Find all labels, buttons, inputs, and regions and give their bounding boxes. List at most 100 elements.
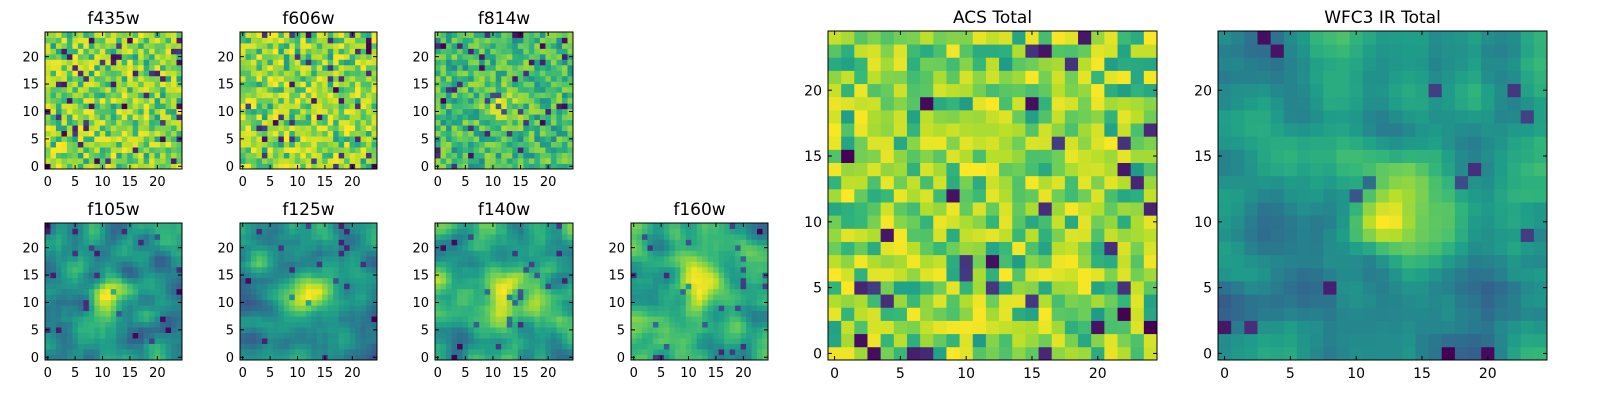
heatmap-cell — [729, 327, 736, 333]
heatmap-cell — [1078, 267, 1092, 282]
heatmap-cell — [72, 86, 79, 93]
heatmap-cell — [556, 92, 563, 99]
heatmap-cell — [462, 261, 469, 268]
heatmap-cell — [83, 147, 90, 153]
heatmap-cell — [691, 327, 698, 333]
heatmap-cell — [289, 125, 296, 132]
heatmap-cell — [250, 321, 257, 328]
heatmap-cell — [523, 349, 530, 355]
heatmap-cell — [267, 119, 274, 126]
heatmap-cell — [539, 250, 546, 257]
heatmap-cell — [355, 266, 361, 273]
heatmap-cell — [121, 239, 128, 246]
heatmap-cell — [680, 327, 687, 333]
heatmap-cell — [289, 163, 296, 170]
heatmap-cell — [240, 288, 246, 295]
heatmap-cell — [517, 53, 524, 60]
heatmap-cell — [294, 92, 301, 99]
heatmap-cell — [116, 244, 123, 251]
heatmap-cell — [631, 283, 637, 290]
heatmap-cell — [440, 343, 447, 350]
heatmap-cell — [1051, 254, 1066, 269]
heatmap-cell — [99, 332, 106, 339]
heatmap-cell — [283, 42, 290, 49]
heatmap-cell — [240, 97, 246, 104]
heatmap-cell — [61, 255, 68, 262]
heatmap-cell — [435, 250, 441, 257]
heatmap-cell — [371, 321, 378, 328]
heatmap-cell — [371, 125, 378, 132]
heatmap-cell — [495, 266, 502, 273]
heatmap-cell — [143, 103, 150, 110]
heatmap-cell — [121, 37, 128, 44]
heatmap-cell — [1078, 175, 1092, 190]
heatmap-cell — [160, 266, 166, 273]
heatmap-cell — [435, 92, 441, 99]
heatmap-cell — [512, 92, 519, 99]
heatmap-cell — [495, 81, 502, 88]
heatmap-cell — [707, 277, 714, 284]
heatmap-cell — [289, 349, 296, 355]
heatmap-cell — [283, 130, 290, 137]
heatmap-cell — [256, 261, 263, 268]
heatmap-cell — [256, 108, 263, 115]
heatmap-cell — [171, 316, 177, 323]
y-tick-label: 0 — [226, 160, 234, 175]
heatmap-cell — [61, 163, 68, 170]
heatmap-cell — [88, 305, 95, 312]
heatmap-cell — [366, 277, 372, 284]
heatmap-cell — [751, 233, 758, 240]
heatmap-cell — [94, 97, 101, 104]
heatmap-cell — [240, 64, 246, 71]
heatmap-cell — [528, 250, 535, 257]
heatmap-cell — [344, 266, 350, 273]
heatmap-cell — [138, 321, 145, 328]
heatmap-cell — [278, 53, 285, 60]
heatmap-cell — [985, 254, 1000, 269]
heatmap-cell — [50, 114, 57, 121]
heatmap-cell — [360, 64, 367, 71]
heatmap-cell — [457, 86, 463, 93]
heatmap-cell — [300, 81, 307, 88]
heatmap-cell — [751, 305, 758, 312]
heatmap-cell — [479, 255, 486, 262]
heatmap-cell — [479, 32, 486, 38]
heatmap-cell — [446, 239, 452, 246]
heatmap-cell — [641, 277, 648, 284]
heatmap-cell — [105, 244, 112, 251]
heatmap-cell — [250, 48, 257, 55]
heatmap-cell — [751, 299, 758, 306]
heatmap-cell — [256, 244, 263, 251]
heatmap-cell — [718, 266, 725, 273]
heatmap-cell — [83, 349, 90, 355]
heatmap-cell — [366, 64, 372, 71]
heatmap-cell — [473, 288, 480, 295]
heatmap-cell — [311, 294, 318, 301]
heatmap-cell — [99, 283, 106, 290]
heatmap-cell — [250, 86, 257, 93]
heatmap-cell — [435, 152, 441, 159]
heatmap-cell — [316, 327, 323, 333]
heatmap-cell — [77, 277, 84, 284]
heatmap-cell — [440, 97, 447, 104]
heatmap-cell — [512, 32, 519, 38]
heatmap-cell — [283, 59, 290, 66]
heatmap-cell — [561, 261, 568, 268]
heatmap-cell — [446, 81, 452, 88]
heatmap-cell — [440, 86, 447, 93]
heatmap-cell — [841, 281, 855, 295]
heatmap-cell — [355, 294, 361, 301]
heatmap-cell — [435, 37, 441, 44]
heatmap-cell — [154, 233, 161, 240]
heatmap-cell — [1130, 228, 1145, 242]
heatmap-cell — [539, 32, 546, 38]
heatmap-cell — [484, 261, 491, 268]
heatmap-cell — [316, 349, 323, 355]
x-tick-label: 0 — [44, 175, 52, 190]
heatmap-cell — [333, 299, 340, 306]
heatmap-cell — [435, 233, 441, 240]
heatmap-cell — [567, 42, 574, 49]
heatmap-cell — [561, 42, 568, 49]
heatmap-cell — [176, 103, 183, 110]
heatmap-cell — [311, 261, 318, 268]
